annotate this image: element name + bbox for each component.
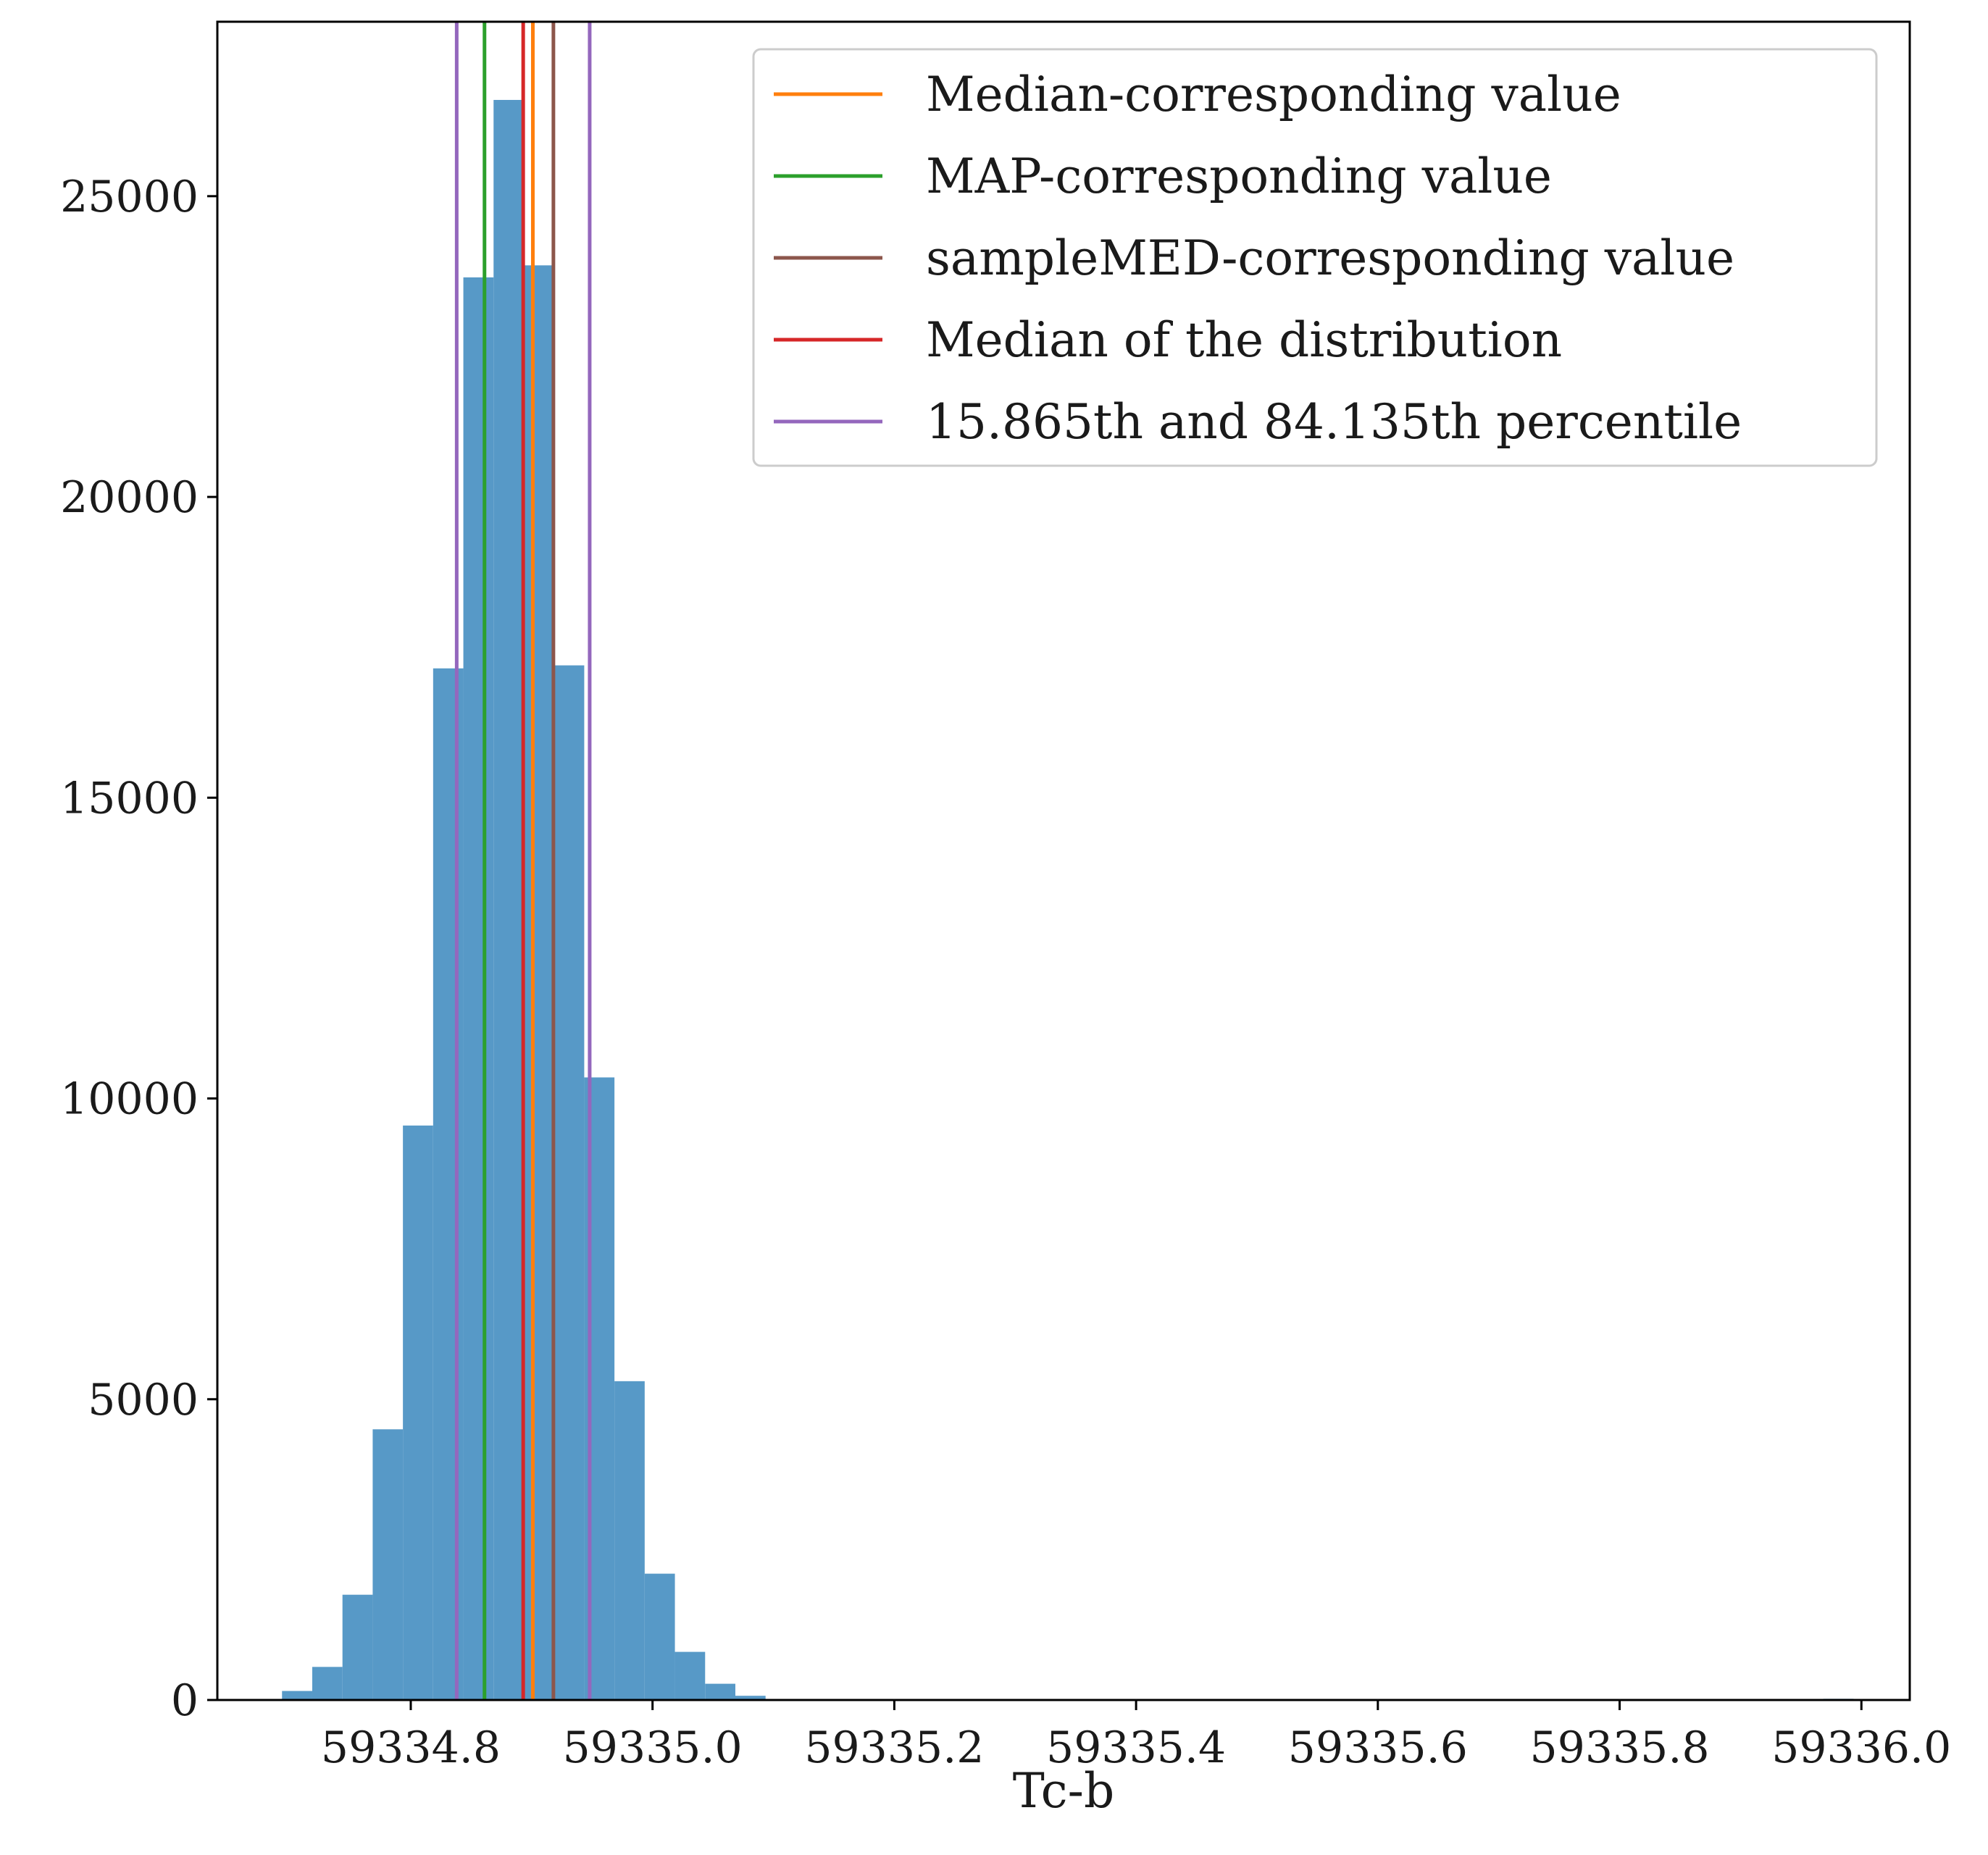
marker-lines	[454, 22, 592, 1700]
x-tick-label: 59335.4	[1046, 1722, 1226, 1773]
x-tick-label: 59335.2	[804, 1722, 984, 1773]
x-axis-label: Tc-b	[1013, 1763, 1114, 1819]
histogram-bar	[433, 668, 464, 1700]
histogram-bar	[735, 1696, 766, 1700]
histogram-bar	[282, 1691, 312, 1700]
histogram-bar	[674, 1651, 706, 1700]
histogram-bar	[342, 1594, 373, 1700]
legend-entry-label: MAP-corresponding value	[926, 148, 1552, 204]
histogram-bar	[372, 1429, 404, 1700]
legend-entry-label: sampleMED-corresponding value	[926, 230, 1734, 286]
legend-entry-label: 15.865th and 84.135th percentile	[926, 394, 1742, 450]
legend-entry-label: Median-corresponding value	[926, 67, 1621, 122]
y-tick-label: 20000	[60, 472, 199, 523]
x-tick-label: 59334.8	[321, 1722, 501, 1773]
histogram-bar	[554, 665, 585, 1700]
histogram-bar	[312, 1667, 343, 1700]
legend: Median-corresponding value MAP-correspond…	[752, 48, 1878, 467]
histogram-bar	[705, 1683, 735, 1700]
y-tick-label: 25000	[60, 172, 199, 222]
y-tick-label: 0	[171, 1675, 199, 1726]
legend-box	[752, 48, 1878, 467]
histogram-bar	[614, 1381, 645, 1700]
x-tick-label: 59335.0	[563, 1722, 743, 1773]
x-tick-label: 59335.8	[1529, 1722, 1709, 1773]
histogram-bar	[463, 277, 494, 1701]
histogram-bar	[523, 265, 554, 1700]
x-tick-label: 59335.6	[1288, 1722, 1468, 1773]
y-tick-label: 5000	[88, 1375, 199, 1425]
histogram-bar	[644, 1573, 675, 1700]
legend-entry-label: Median of the distribution	[926, 312, 1562, 368]
plot-frame	[216, 20, 1911, 1701]
y-axis-ticks: 0 5000 10000 15000 20000 25000	[60, 172, 217, 1726]
x-axis-ticks: 59334.8 59335.0 59335.2 59335.4 59335.6 59335…	[321, 1700, 1951, 1773]
x-tick-label: 59336.0	[1771, 1722, 1951, 1773]
y-tick-label: 10000	[60, 1074, 199, 1125]
histogram-bar	[493, 99, 524, 1701]
histogram-bar	[403, 1125, 433, 1700]
y-tick-label: 15000	[60, 773, 199, 824]
